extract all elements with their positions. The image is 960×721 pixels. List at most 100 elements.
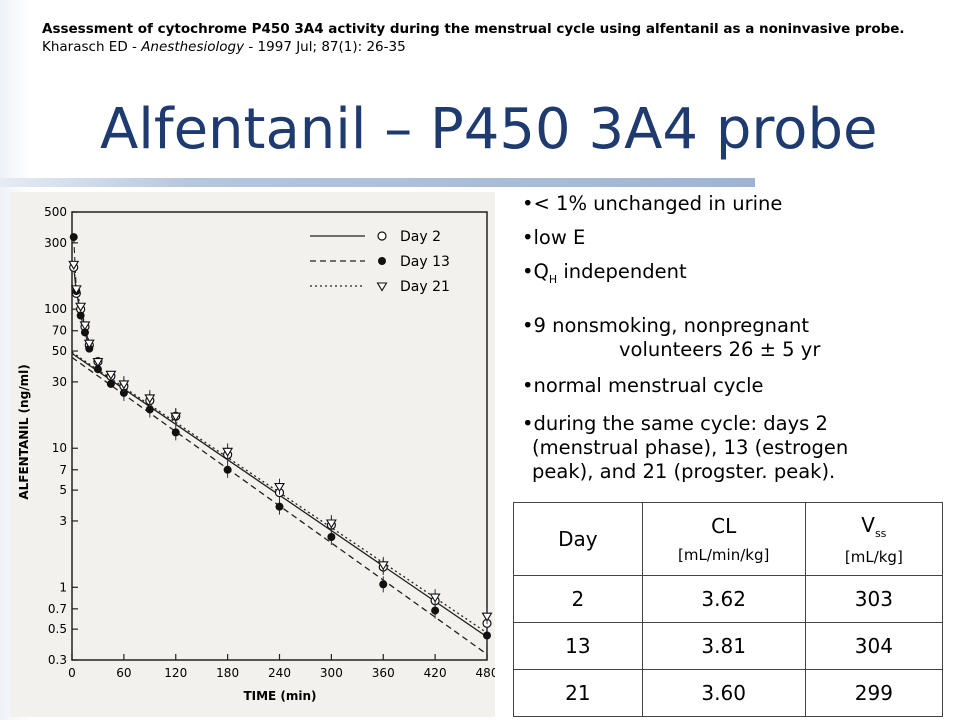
- y-tick-label: 500: [44, 205, 67, 219]
- chart-panel: 0 60 120 180 240 300 360 420 480 500 300 100 70 50 30…: [10, 192, 498, 717]
- data-point: [75, 302, 87, 312]
- y-tick-label: 300: [44, 236, 67, 250]
- bullet-qh-post: independent: [557, 260, 687, 283]
- y-tick-label: 100: [44, 302, 67, 316]
- header-vss: Vss [mL/kg]: [804, 502, 944, 576]
- y-tick-label: 0.3: [48, 653, 67, 667]
- data-point: [377, 561, 389, 571]
- bullet-qh: •QH independent: [522, 260, 687, 292]
- data-point: [325, 519, 337, 529]
- chart-legend: Day 2 Day 13 Day 21: [310, 229, 450, 295]
- data-point: [274, 483, 285, 493]
- slide-title: Alfentanil – P450 3A4 probe: [100, 97, 878, 162]
- bullet-urine: •< 1% unchanged in urine: [522, 192, 783, 215]
- data-point: [431, 606, 440, 615]
- header-cl: CL [mL/min/kg]: [641, 502, 806, 576]
- data-point: [79, 321, 91, 331]
- data-point: [68, 260, 80, 270]
- data-point: [145, 405, 154, 414]
- header-vss-unit: [mL/kg]: [844, 547, 903, 566]
- data-point: [92, 358, 104, 368]
- data-point: [481, 612, 493, 622]
- table-row: 21 3.60 299: [513, 669, 944, 717]
- header-vss-label: Vss: [861, 513, 887, 540]
- bullet-volunteers: •9 nonsmoking, nonpregnant volunteers 26…: [522, 314, 820, 362]
- data-point: [223, 465, 232, 474]
- header-cl-unit: [mL/min/kg]: [678, 546, 770, 564]
- x-tick-label: 180: [216, 666, 239, 680]
- legend-label: Day 21: [400, 279, 450, 295]
- cell-cl: 3.81: [641, 622, 806, 670]
- y-tick-label: 3: [59, 514, 67, 528]
- data-point: [144, 394, 156, 404]
- bullet-cycle: •during the same cycle: days 2 (menstrua…: [522, 412, 848, 484]
- citation-journal: Anesthesiology: [141, 39, 245, 55]
- x-tick-label: 240: [268, 666, 291, 680]
- data-point: [171, 428, 180, 437]
- table-row: 13 3.81 304: [513, 622, 944, 670]
- data-point: [93, 365, 102, 374]
- data-point: [378, 257, 386, 265]
- x-tick-label: 480: [476, 666, 495, 680]
- data-point: [377, 231, 387, 241]
- legend-label: Day 13: [400, 254, 450, 270]
- cell-cl: 3.62: [641, 575, 806, 623]
- x-tick-label: 0: [68, 666, 76, 680]
- data-point: [70, 285, 82, 295]
- data-point: [106, 379, 115, 388]
- alfentanil-chart: 0 60 120 180 240 300 360 420 480 500300100705030…: [17, 205, 498, 703]
- bullet-qh-sub: H: [548, 272, 558, 286]
- data-point: [105, 370, 117, 380]
- x-tick-label: 60: [116, 666, 131, 680]
- data-point: [429, 593, 441, 603]
- cell-vss: 304: [804, 622, 944, 670]
- x-tick-label: 360: [372, 666, 395, 680]
- data-point: [170, 412, 182, 422]
- cell-day: 13: [513, 622, 643, 670]
- cell-day: 2: [513, 575, 643, 623]
- cell-cl: 3.60: [641, 669, 806, 717]
- citation-details: - 1997 Jul; 87(1): 26-35: [244, 39, 406, 55]
- header-cl-label: CL: [711, 514, 737, 538]
- data-point: [83, 339, 95, 349]
- data-point: [376, 282, 388, 292]
- bullet-volunteers-line2: volunteers 26 ± 5 yr: [619, 338, 821, 361]
- data-point: [379, 580, 388, 589]
- y-axis-label: ALFENTANIL (ng/ml): [17, 364, 31, 499]
- header-day: Day: [513, 502, 643, 576]
- y-tick-label: 70: [52, 324, 67, 338]
- early-decay-line: [73, 264, 90, 344]
- table-row: 2 3.62 303: [513, 575, 944, 623]
- y-tick-label: 0.7: [48, 602, 67, 616]
- cell-vss: 299: [804, 669, 944, 717]
- table-header-row: Day CL [mL/min/kg] Vss [mL/kg]: [513, 502, 944, 576]
- y-tick-label: 0.5: [48, 622, 67, 636]
- bullet-menstrual: •normal menstrual cycle: [522, 374, 764, 397]
- data-point: [69, 233, 78, 242]
- data-point: [118, 380, 130, 390]
- data-point: [76, 311, 85, 320]
- x-tick-label: 300: [320, 666, 343, 680]
- header-vss-sub: ss: [874, 526, 887, 540]
- bullet-low-e: •low E: [522, 226, 586, 249]
- y-tick-label: 5: [59, 483, 67, 497]
- bullet-cycle-line3: peak), and 21 (progster. peak).: [532, 460, 836, 483]
- title-rule: [0, 178, 755, 187]
- x-tick-label: 420: [424, 666, 447, 680]
- data-point: [80, 328, 89, 337]
- bullet-volunteers-line1: •9 nonsmoking, nonpregnant: [522, 314, 809, 337]
- y-tick-label: 50: [52, 344, 67, 358]
- x-axis-label: TIME (min): [243, 689, 316, 703]
- y-tick-label: 30: [52, 375, 67, 389]
- data-point: [483, 631, 491, 640]
- bullet-cycle-line2: (menstrual phase), 13 (estrogen: [532, 436, 849, 459]
- cell-vss: 303: [804, 575, 944, 623]
- legend-label: Day 2: [400, 229, 441, 245]
- cell-day: 21: [513, 669, 643, 717]
- citation-title: Assessment of cytochrome P450 3A4 activi…: [42, 21, 905, 37]
- bullet-cycle-line1: •during the same cycle: days 2: [522, 412, 828, 435]
- data-point: [119, 388, 128, 397]
- bullet-qh-pre: •Q: [522, 260, 549, 283]
- data-point: [327, 532, 336, 541]
- x-tick-label: 120: [164, 666, 187, 680]
